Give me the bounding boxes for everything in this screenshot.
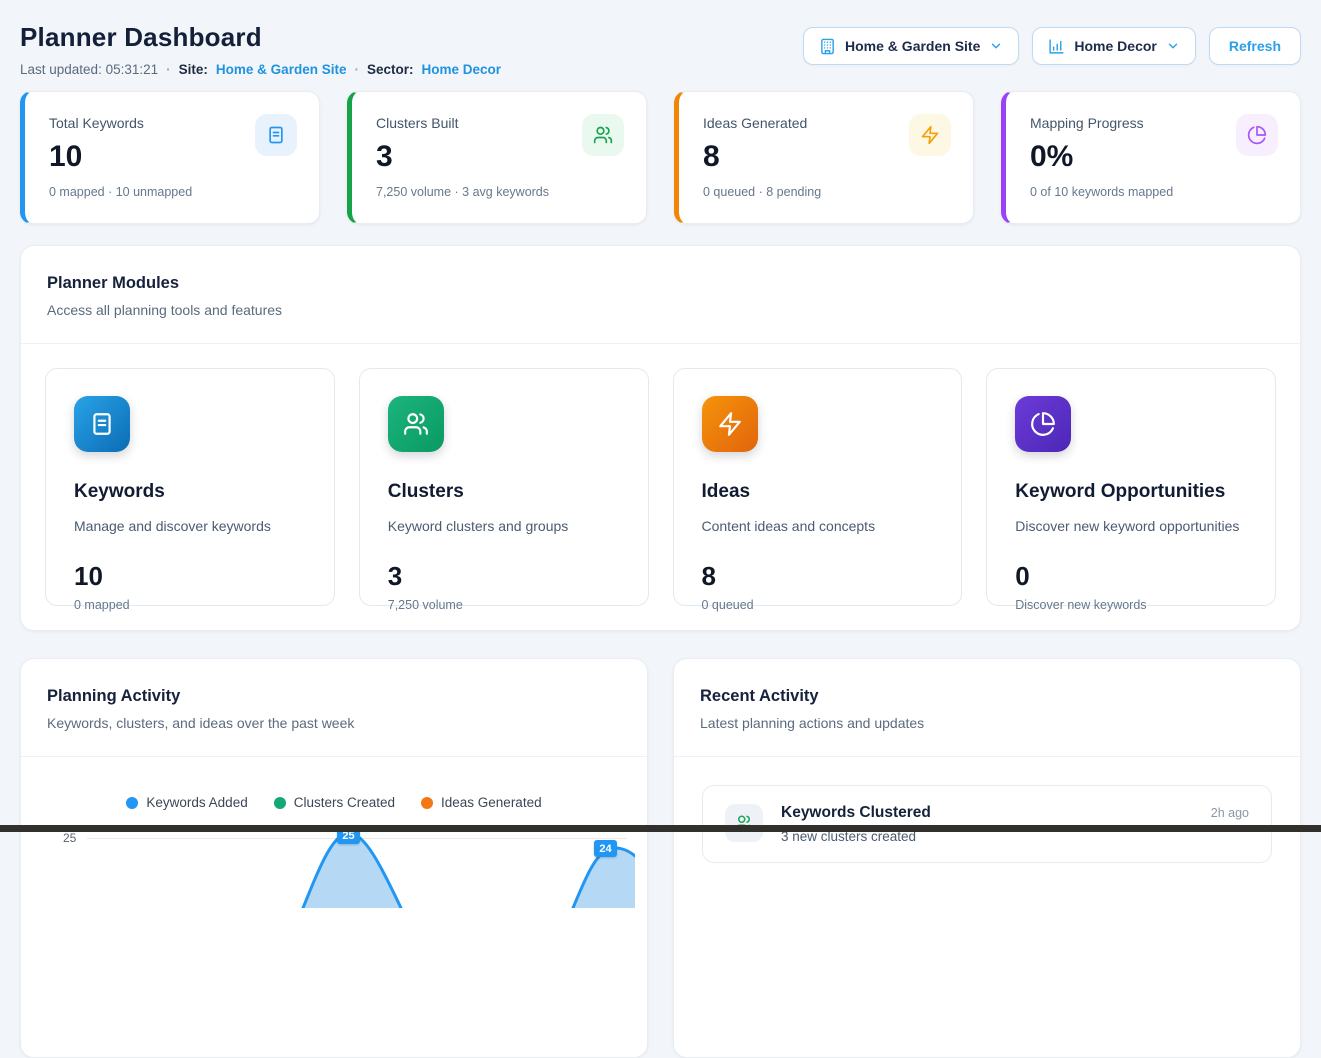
sector-label: Sector: [367, 62, 414, 77]
modules-panel-subtitle: Access all planning tools and features [47, 302, 1274, 318]
bar-chart-icon [1048, 38, 1065, 55]
legend-label: Ideas Generated [441, 795, 542, 810]
module-title: Keyword Opportunities [1015, 481, 1247, 503]
modules-panel-title: Planner Modules [47, 274, 1274, 293]
point-label-badge: 24 [594, 840, 617, 857]
header-toolbar: Home & Garden Site Home Decor Refresh [803, 27, 1301, 65]
stat-sub: 0 mapped · 10 unmapped [49, 185, 295, 199]
stat-sub: 0 queued · 8 pending [703, 185, 949, 199]
stat-card-mapping-progress: Mapping Progress 0% 0 of 10 keywords map… [1001, 91, 1301, 224]
users-icon [388, 396, 444, 452]
lightning-icon [909, 114, 951, 156]
recent-item-title: Keywords Clustered [781, 804, 931, 822]
pie-chart-icon [1236, 114, 1278, 156]
recent-activity-subtitle: Latest planning actions and updates [700, 715, 1274, 731]
module-card-ideas[interactable]: Ideas Content ideas and concepts 8 0 que… [673, 368, 963, 606]
page-header: Planner Dashboard Last updated: 05:31:21… [0, 0, 1321, 77]
y-axis-tick: 25 [63, 831, 76, 845]
planner-dashboard-page: Planner Dashboard Last updated: 05:31:21… [0, 0, 1321, 832]
recent-item-content: Keywords Clustered 2h ago 3 new clusters… [781, 804, 1249, 844]
module-card-keyword-opportunities[interactable]: Keyword Opportunities Discover new keywo… [986, 368, 1276, 606]
stat-sub: 7,250 volume · 3 avg keywords [376, 185, 622, 199]
module-description: Manage and discover keywords [74, 518, 306, 534]
legend-label: Clusters Created [294, 795, 395, 810]
last-updated-value: 05:31:21 [106, 62, 159, 77]
users-icon [725, 804, 763, 842]
recent-activity-panel: Recent Activity Latest planning actions … [673, 658, 1301, 1058]
chevron-down-icon [1166, 39, 1180, 53]
stat-card-clusters-built: Clusters Built 3 7,250 volume · 3 avg ke… [347, 91, 647, 224]
module-sub: 7,250 volume [388, 598, 620, 612]
pie-chart-icon [1015, 396, 1071, 452]
stat-card-total-keywords: Total Keywords 10 0 mapped · 10 unmapped [20, 91, 320, 224]
building-icon [819, 38, 836, 55]
stat-sub: 0 of 10 keywords mapped [1030, 185, 1276, 199]
modules-panel-header: Planner Modules Access all planning tool… [21, 246, 1300, 344]
recent-activity-header: Recent Activity Latest planning actions … [674, 659, 1300, 757]
legend-dot-green [274, 797, 286, 809]
planner-modules-panel: Planner Modules Access all planning tool… [20, 245, 1301, 631]
file-lines-icon [74, 396, 130, 452]
sector-link[interactable]: Home Decor [421, 62, 501, 77]
recent-activity-list: Keywords Clustered 2h ago 3 new clusters… [674, 757, 1300, 891]
legend-label: Keywords Added [146, 795, 247, 810]
module-title: Ideas [702, 481, 934, 503]
meta-separator: · [354, 62, 359, 77]
module-value: 10 [74, 561, 306, 592]
planning-activity-subtitle: Keywords, clusters, and ideas over the p… [47, 715, 621, 731]
module-card-clusters[interactable]: Clusters Keyword clusters and groups 3 7… [359, 368, 649, 606]
bottom-taskbar-edge [0, 825, 1321, 832]
module-sub: 0 queued [702, 598, 934, 612]
planning-activity-header: Planning Activity Keywords, clusters, an… [21, 659, 647, 757]
module-description: Content ideas and concepts [702, 518, 934, 534]
legend-dot-orange [421, 797, 433, 809]
users-icon [582, 114, 624, 156]
module-value: 8 [702, 561, 934, 592]
legend-dot-blue [126, 797, 138, 809]
site-selector-dropdown[interactable]: Home & Garden Site [803, 27, 1019, 65]
bottom-row: Planning Activity Keywords, clusters, an… [20, 658, 1301, 1058]
page-meta: Last updated: 05:31:21 · Site: Home & Ga… [20, 62, 501, 77]
activity-area-chart: 25 25 24 [21, 818, 647, 928]
module-description: Discover new keyword opportunities [1015, 518, 1247, 534]
module-sub: 0 mapped [74, 598, 306, 612]
module-card-keywords[interactable]: Keywords Manage and discover keywords 10… [45, 368, 335, 606]
site-selector-label: Home & Garden Site [845, 38, 980, 54]
stat-card-ideas-generated: Ideas Generated 8 0 queued · 8 pending [674, 91, 974, 224]
chart-legend: Keywords Added Clusters Created Ideas Ge… [21, 795, 647, 810]
header-left: Planner Dashboard Last updated: 05:31:21… [20, 22, 501, 77]
lightning-icon [702, 396, 758, 452]
page-title: Planner Dashboard [20, 22, 501, 53]
file-lines-icon [255, 114, 297, 156]
recent-item-time: 2h ago [1211, 806, 1249, 820]
chevron-down-icon [989, 39, 1003, 53]
recent-activity-item: Keywords Clustered 2h ago 3 new clusters… [702, 785, 1272, 863]
sector-selector-dropdown[interactable]: Home Decor [1032, 27, 1195, 65]
stats-row: Total Keywords 10 0 mapped · 10 unmapped… [20, 91, 1301, 224]
legend-item-keywords-added: Keywords Added [126, 795, 247, 810]
module-value: 3 [388, 561, 620, 592]
module-value: 0 [1015, 561, 1247, 592]
module-sub: Discover new keywords [1015, 598, 1247, 612]
site-link[interactable]: Home & Garden Site [216, 62, 347, 77]
planning-activity-panel: Planning Activity Keywords, clusters, an… [20, 658, 648, 1058]
meta-separator: · [166, 62, 171, 77]
module-description: Keyword clusters and groups [388, 518, 620, 534]
recent-activity-title: Recent Activity [700, 687, 1274, 706]
legend-item-clusters-created: Clusters Created [274, 795, 395, 810]
sector-selector-label: Home Decor [1074, 38, 1156, 54]
legend-item-ideas-generated: Ideas Generated [421, 795, 542, 810]
module-title: Keywords [74, 481, 306, 503]
site-label: Site: [179, 62, 208, 77]
planning-activity-title: Planning Activity [47, 687, 621, 706]
modules-grid: Keywords Manage and discover keywords 10… [21, 344, 1300, 630]
last-updated-label: Last updated: 05:31:21 [20, 62, 158, 77]
refresh-button[interactable]: Refresh [1209, 27, 1301, 65]
module-title: Clusters [388, 481, 620, 503]
